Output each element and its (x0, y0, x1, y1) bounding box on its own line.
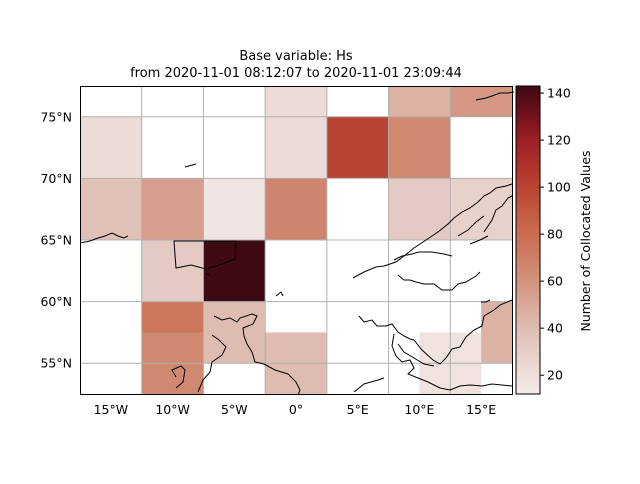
y-tick-label: 55°N (40, 356, 72, 371)
chart-title-line1: Base variable: Hs (239, 49, 353, 64)
heatmap-cell (80, 116, 142, 179)
x-tick-label: 0° (289, 402, 303, 417)
x-tick-label: 15°E (466, 402, 496, 417)
map-frame (80, 86, 513, 395)
y-tick-label: 65°N (40, 233, 72, 248)
x-tick-label: 10°W (155, 402, 190, 417)
heatmap-cell (141, 240, 204, 302)
colorbar-tick-label: 60 (547, 274, 563, 289)
x-tick-label: 10°E (404, 402, 434, 417)
coastline-gulf-bothnia (457, 195, 513, 245)
y-tick-label: 75°N (40, 109, 72, 124)
heatmap-cell (203, 240, 266, 302)
heatmap-cells (80, 86, 512, 394)
colorbar-tick-label: 80 (547, 227, 563, 242)
coastline-denmark-germany (391, 333, 513, 391)
colorbar-ticks: 20 40 60 80 100 120 140 (540, 86, 571, 383)
heatmap-cell (450, 178, 512, 240)
heatmap-cell (481, 301, 512, 364)
y-tick-labels: 75°N 70°N 65°N 60°N 55°N (40, 109, 72, 370)
colorbar-label: Number of Collocated Values (578, 150, 593, 331)
coastline-shetland (275, 291, 284, 297)
coastline-baltic (397, 299, 513, 367)
coastline-svalbard-norway-north (475, 91, 515, 101)
heatmap-cell (388, 86, 451, 117)
heatmap-cell (450, 86, 512, 117)
x-tick-label: 5°W (221, 402, 248, 417)
colorbar-tick-label: 100 (547, 180, 571, 195)
heatmap-cell (203, 301, 266, 364)
coastline-ireland (171, 365, 186, 389)
x-tick-label: 5°E (347, 402, 369, 417)
coastline-jan-mayen (184, 163, 197, 168)
heatmap-cell (388, 116, 451, 179)
heatmap-cell (80, 178, 142, 240)
colorbar (515, 85, 541, 395)
heatmap-cell (265, 178, 327, 240)
chart-title-line2: from 2020-11-01 08:12:07 to 2020-11-01 2… (130, 66, 462, 81)
y-tick-label: 60°N (40, 294, 72, 309)
heatmap-cell (326, 116, 389, 179)
coastline-britain (197, 313, 301, 396)
heatmap-cell (388, 178, 451, 240)
colorbar-tick-label: 40 (547, 321, 563, 336)
heatmap-cell (265, 116, 327, 179)
coastline-iceland (173, 240, 237, 270)
heatmap-cell (141, 178, 204, 240)
map-gridlines (80, 86, 512, 394)
x-tick-labels: 15°W 10°W 5°W 0° 5°E 10°E 15°E (94, 402, 497, 417)
coastline-scandinavia (352, 183, 513, 341)
coastline-netherlands (353, 377, 385, 393)
coastline-greenland (79, 232, 129, 244)
coastlines (79, 91, 515, 396)
heatmap-cell (265, 86, 327, 117)
colorbar-tick-label: 20 (547, 368, 563, 383)
coastline-faroe (205, 273, 211, 276)
heatmap-cell (203, 178, 266, 240)
x-tick-label: 15°W (94, 402, 129, 417)
y-tick-label: 70°N (40, 171, 72, 186)
colorbar-tick-label: 140 (547, 86, 571, 101)
colorbar-tick-label: 120 (547, 133, 571, 148)
